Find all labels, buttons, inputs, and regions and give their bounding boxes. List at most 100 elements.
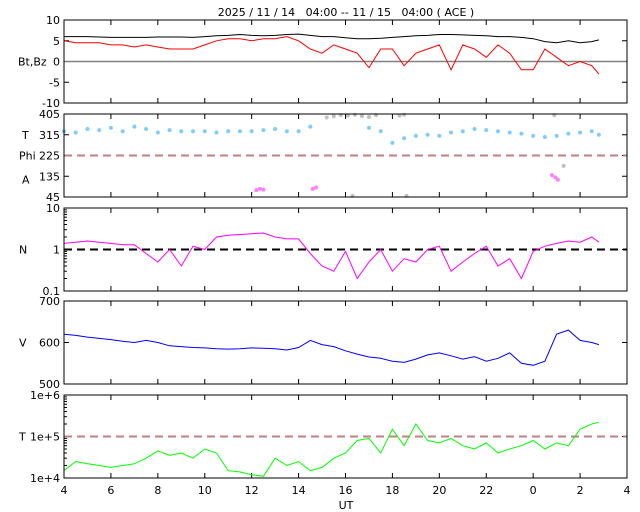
data-point-phi <box>179 129 184 134</box>
data-point-phi <box>413 133 418 138</box>
x-tick-label: 2 <box>577 484 584 497</box>
y-tick-label: 405 <box>39 108 60 121</box>
data-point-phi <box>519 131 524 136</box>
series-line-t <box>63 421 600 477</box>
data-point-phi <box>284 129 289 134</box>
data-point-phi-gray <box>402 112 407 117</box>
y-tick-label: -10 <box>42 97 60 110</box>
y-tick-label: 10 <box>46 14 60 27</box>
data-point-phi <box>132 124 137 129</box>
data-point-phi <box>85 126 90 131</box>
panel-frame <box>63 207 628 292</box>
data-point-phi <box>578 130 583 135</box>
data-point-phi <box>214 130 219 135</box>
data-point-phi <box>191 129 196 134</box>
data-point-a <box>549 173 554 178</box>
data-point-phi <box>484 128 489 133</box>
data-point-phi <box>120 129 125 134</box>
data-point-phi <box>296 129 301 134</box>
y-tick-label: 700 <box>39 295 60 308</box>
data-point-phi <box>542 135 547 140</box>
x-tick-label: 14 <box>292 484 306 497</box>
x-tick-label: 4 <box>624 484 631 497</box>
panel-frame <box>63 19 628 104</box>
data-point-a <box>254 188 259 193</box>
chart-title: 2025 / 11 / 14 04:00 -- 11 / 15 04:00 ( … <box>218 6 474 19</box>
data-point-phi-gray <box>352 112 357 117</box>
data-point-phi <box>202 129 207 134</box>
data-point-phi <box>460 129 465 134</box>
data-point-phi <box>495 129 500 134</box>
data-point-a <box>310 186 315 191</box>
y-axis-label: T <box>21 129 29 142</box>
data-point-phi <box>402 136 407 141</box>
y-tick-label: 315 <box>39 129 60 142</box>
y-tick-label: 500 <box>39 378 60 391</box>
data-point-phi <box>108 125 113 130</box>
y-tick-label: 45 <box>46 191 60 204</box>
data-point-phi <box>437 133 442 138</box>
x-tick-label: 6 <box>107 484 114 497</box>
x-tick-label: 22 <box>479 484 493 497</box>
panel-frame <box>63 300 628 385</box>
data-point-phi <box>226 129 231 134</box>
panel-density: 10 1 0.1 N <box>19 202 628 298</box>
panel-phi: 405 315 225 135 45 T Phi A <box>19 108 628 204</box>
data-point-phi-gray <box>366 114 371 119</box>
y-tick-label: 5 <box>53 35 60 48</box>
y-axis-label: N <box>19 244 27 257</box>
data-point-phi <box>366 125 371 130</box>
data-point-phi <box>155 130 160 135</box>
data-point-phi-gray <box>345 113 350 118</box>
data-point-phi <box>554 133 559 138</box>
data-point-phi-gray <box>359 114 364 119</box>
data-point-phi <box>261 128 266 133</box>
y-tick-label: 1e+4 <box>30 472 60 485</box>
y-tick-label: 135 <box>39 170 60 183</box>
y-tick-label: 0.1 <box>43 285 61 298</box>
data-point-phi <box>449 130 454 135</box>
data-point-phi <box>531 133 536 138</box>
data-point-phi <box>472 126 477 131</box>
series-line-n <box>63 232 600 280</box>
data-point-phi <box>596 132 601 137</box>
data-point-phi <box>249 129 254 134</box>
data-point-phi <box>237 129 242 134</box>
series-line-v <box>63 329 600 366</box>
data-point-phi <box>308 124 313 129</box>
data-point-phi-gray <box>324 115 329 120</box>
x-tick-label: 4 <box>61 484 68 497</box>
data-point-phi <box>507 130 512 135</box>
series-line-bt <box>64 33 600 44</box>
data-point-a <box>261 187 266 192</box>
data-point-a <box>257 186 262 191</box>
data-point-a <box>314 185 319 190</box>
y-axis-label: V <box>19 337 27 350</box>
data-point-phi <box>144 126 149 131</box>
data-point-phi <box>167 128 172 133</box>
x-tick-label: 12 <box>245 484 259 497</box>
x-tick-label: 10 <box>198 484 212 497</box>
y-tick-label: 1e+5 <box>30 431 60 444</box>
panel-temperature: 1e+6 1e+5 1e+4 T <box>18 389 628 485</box>
data-point-phi <box>589 129 594 134</box>
x-tick-label: 20 <box>432 484 446 497</box>
panel-frame <box>63 113 628 198</box>
y-tick-label: -5 <box>49 76 60 89</box>
data-point-phi-gray <box>397 113 402 118</box>
x-axis-label: UT <box>339 499 354 512</box>
x-tick-label: 8 <box>154 484 161 497</box>
y-tick-label: 225 <box>39 150 60 163</box>
x-tick-label: 16 <box>339 484 353 497</box>
y-axis-label: Bt,Bz <box>18 56 47 69</box>
data-point-phi-gray <box>561 163 566 168</box>
y-axis-label: T <box>18 431 26 444</box>
y-tick-label: 1 <box>53 244 60 257</box>
x-tick-label: 0 <box>530 484 537 497</box>
y-tick-label: 1e+6 <box>30 389 60 402</box>
data-point-phi <box>273 126 278 131</box>
y-tick-label: 10 <box>46 202 60 215</box>
data-point-phi-gray <box>331 114 336 119</box>
data-point-a <box>555 177 560 182</box>
